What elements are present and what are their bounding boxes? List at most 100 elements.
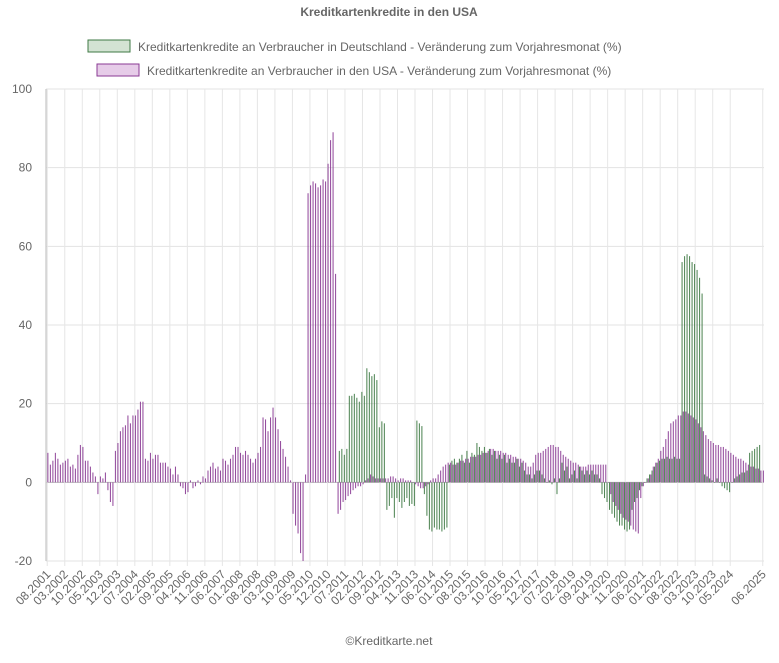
bar-usa[interactable]	[114, 450, 116, 483]
bar-usa[interactable]	[217, 466, 219, 483]
bar-usa[interactable]	[357, 482, 359, 487]
bar-deutschland[interactable]	[706, 476, 708, 483]
bar-usa[interactable]	[470, 456, 472, 483]
bar-deutschland[interactable]	[666, 456, 668, 483]
bar-usa[interactable]	[727, 450, 729, 483]
bar-usa[interactable]	[132, 415, 134, 483]
bar-usa[interactable]	[177, 474, 179, 483]
bar-usa[interactable]	[685, 411, 687, 483]
bar-usa[interactable]	[660, 450, 662, 483]
bar-deutschland[interactable]	[346, 448, 348, 483]
bar-usa[interactable]	[750, 466, 752, 483]
legend-item-deutschland[interactable]: Kreditkartenkredite an Verbraucher in De…	[87, 39, 622, 54]
bar-deutschland[interactable]	[603, 482, 606, 499]
bar-deutschland[interactable]	[383, 423, 385, 483]
bar-usa[interactable]	[400, 478, 402, 483]
bar-deutschland[interactable]	[481, 450, 483, 483]
bar-deutschland[interactable]	[343, 454, 345, 483]
bar-deutschland[interactable]	[473, 454, 475, 483]
bar-usa[interactable]	[545, 448, 547, 483]
bar-usa[interactable]	[737, 458, 739, 483]
bar-usa[interactable]	[162, 462, 164, 483]
bar-deutschland[interactable]	[451, 460, 453, 483]
bar-deutschland[interactable]	[531, 478, 533, 483]
bar-usa[interactable]	[79, 444, 81, 483]
bar-usa[interactable]	[127, 415, 129, 483]
bar-usa[interactable]	[590, 464, 592, 483]
bar-deutschland[interactable]	[518, 466, 520, 483]
bar-usa[interactable]	[505, 452, 507, 483]
bar-usa[interactable]	[432, 478, 434, 483]
bar-deutschland[interactable]	[466, 450, 468, 483]
bar-deutschland[interactable]	[341, 448, 343, 483]
bar-deutschland[interactable]	[709, 478, 711, 483]
bar-deutschland[interactable]	[646, 478, 648, 483]
bar-deutschland[interactable]	[694, 264, 696, 483]
bar-deutschland[interactable]	[361, 391, 363, 483]
bar-deutschland[interactable]	[756, 446, 758, 483]
bar-deutschland[interactable]	[376, 380, 378, 483]
bar-usa[interactable]	[497, 450, 499, 483]
bar-usa[interactable]	[49, 464, 51, 483]
bar-usa[interactable]	[87, 460, 89, 483]
bar-usa[interactable]	[199, 482, 202, 485]
bar-usa[interactable]	[380, 478, 382, 483]
bar-deutschland[interactable]	[388, 482, 390, 506]
bar-usa[interactable]	[422, 482, 424, 489]
bar-deutschland[interactable]	[654, 466, 656, 483]
bar-usa[interactable]	[182, 482, 184, 489]
bar-usa[interactable]	[272, 407, 274, 483]
bar-usa[interactable]	[532, 462, 534, 483]
bar-usa[interactable]	[455, 464, 457, 483]
bar-usa[interactable]	[460, 460, 462, 483]
bar-deutschland[interactable]	[458, 458, 460, 483]
bar-usa[interactable]	[475, 456, 477, 483]
bar-usa[interactable]	[345, 482, 347, 501]
bar-usa[interactable]	[52, 460, 54, 483]
bar-deutschland[interactable]	[381, 421, 383, 483]
bar-usa[interactable]	[179, 482, 181, 487]
bar-usa[interactable]	[695, 419, 697, 483]
bar-deutschland[interactable]	[448, 464, 450, 483]
bar-deutschland[interactable]	[711, 480, 713, 483]
bar-deutschland[interactable]	[356, 397, 358, 483]
bar-deutschland[interactable]	[488, 448, 490, 483]
bar-usa[interactable]	[607, 482, 609, 483]
bar-deutschland[interactable]	[516, 458, 518, 483]
bar-usa[interactable]	[680, 415, 682, 483]
bar-usa[interactable]	[320, 185, 322, 483]
bar-usa[interactable]	[342, 482, 344, 502]
bar-usa[interactable]	[492, 448, 494, 483]
bar-usa[interactable]	[152, 458, 154, 483]
bar-deutschland[interactable]	[486, 452, 488, 483]
bar-deutschland[interactable]	[411, 482, 413, 504]
bar-usa[interactable]	[445, 464, 447, 483]
bar-usa[interactable]	[575, 462, 577, 483]
bar-usa[interactable]	[285, 456, 287, 483]
bar-usa[interactable]	[557, 446, 559, 483]
bar-usa[interactable]	[670, 423, 672, 483]
bar-deutschland[interactable]	[511, 462, 513, 483]
bar-usa[interactable]	[317, 187, 319, 483]
bar-usa[interactable]	[239, 452, 242, 483]
bar-usa[interactable]	[287, 466, 289, 483]
bar-deutschland[interactable]	[366, 368, 368, 483]
bar-usa[interactable]	[652, 466, 654, 483]
bar-deutschland[interactable]	[543, 478, 545, 483]
bar-deutschland[interactable]	[428, 482, 430, 530]
bar-usa[interactable]	[465, 458, 467, 483]
bar-deutschland[interactable]	[433, 482, 435, 528]
bar-deutschland[interactable]	[501, 458, 503, 483]
bar-deutschland[interactable]	[686, 254, 688, 483]
bar-deutschland[interactable]	[696, 269, 698, 483]
bar-usa[interactable]	[122, 427, 124, 483]
bar-usa[interactable]	[134, 415, 136, 483]
bar-usa[interactable]	[702, 431, 704, 483]
bar-usa[interactable]	[129, 423, 131, 483]
bar-usa[interactable]	[530, 466, 532, 483]
bar-deutschland[interactable]	[676, 458, 678, 483]
bar-deutschland[interactable]	[386, 482, 388, 510]
bar-deutschland[interactable]	[358, 401, 360, 483]
bar-usa[interactable]	[282, 448, 284, 483]
bar-usa[interactable]	[322, 179, 324, 483]
